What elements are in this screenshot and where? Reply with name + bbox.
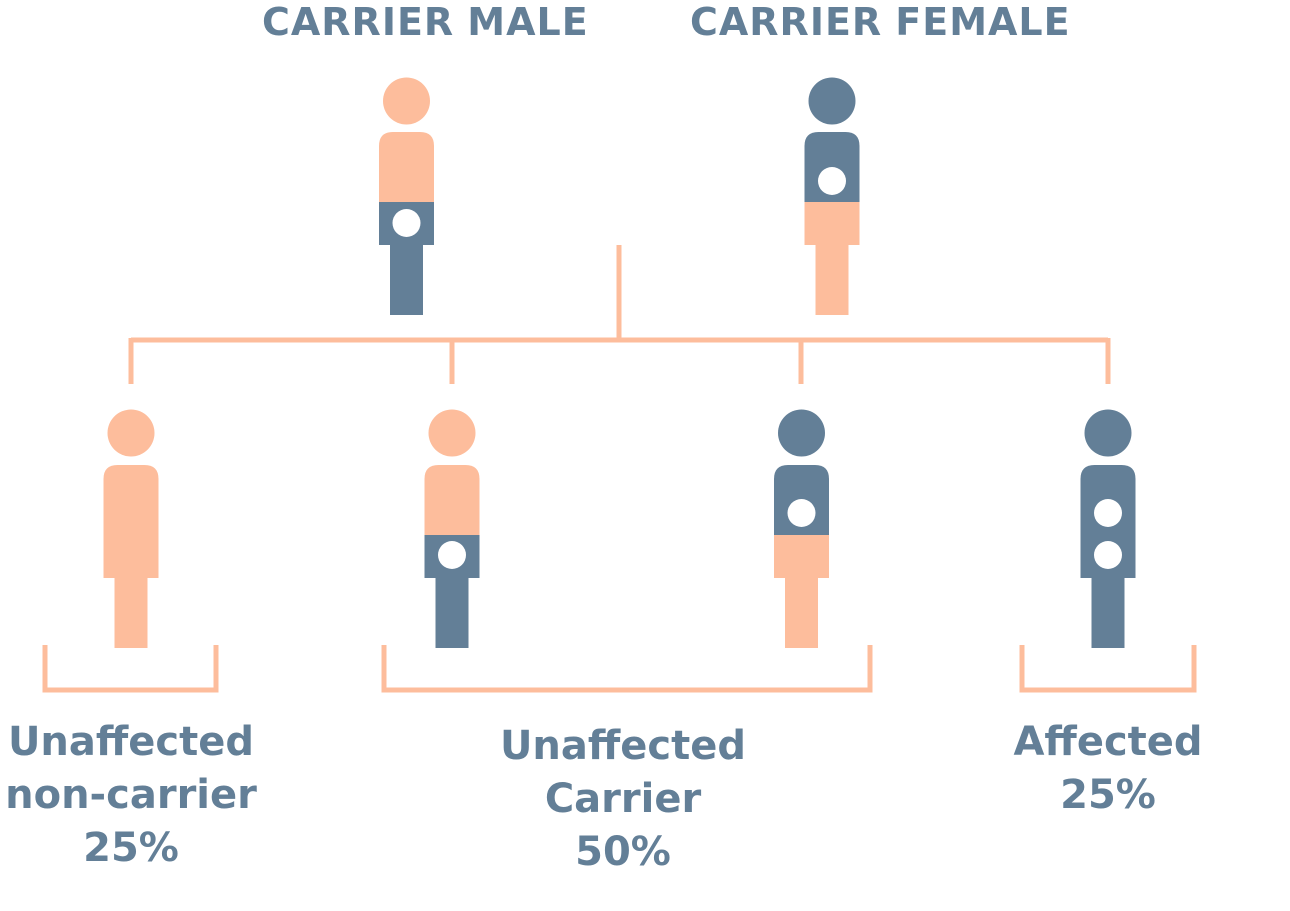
figure-lower-body <box>774 535 829 578</box>
figure-legs <box>114 578 148 648</box>
figure-head <box>778 409 825 457</box>
group-brackets <box>42 645 1197 693</box>
outcome-line1: Affected <box>1013 719 1203 765</box>
figure-legs <box>435 578 469 648</box>
recessive-gene-marker <box>818 167 846 195</box>
carrier-female-title-heavy: FEMALE <box>895 0 1071 44</box>
figure-lower-body <box>804 202 860 245</box>
outcome-line2: Carrier <box>544 776 702 822</box>
figure-legs <box>390 245 423 315</box>
outcome-percent: 25% <box>83 825 179 871</box>
child-non-carrier-figure <box>103 409 159 648</box>
child-carrier-figure-2 <box>774 409 829 648</box>
figure-legs <box>785 578 818 648</box>
figure-legs <box>815 245 849 315</box>
recessive-gene-marker <box>787 499 816 527</box>
figure-upper-body <box>103 465 159 535</box>
recessive-gene-marker <box>1094 499 1122 527</box>
bracket-non-carrier <box>42 645 219 693</box>
recessive-gene-marker <box>392 209 421 237</box>
recessive-gene-marker <box>1094 541 1122 569</box>
figure-legs <box>1091 578 1125 648</box>
carrier-female-title-light: CARRIER <box>690 0 883 44</box>
outcome-percent: 25% <box>1060 772 1156 818</box>
carrier-female-figure <box>804 77 860 315</box>
carrier-male-title-heavy: MALE <box>467 0 589 44</box>
child-affected-figure <box>1080 409 1136 648</box>
bracket-affected <box>1019 645 1197 693</box>
carrier-male-figure <box>379 77 434 315</box>
outcome-percent: 50% <box>575 829 671 875</box>
bracket-carrier <box>381 645 873 693</box>
outcome-label-non-carrier: Unaffected non-carrier 25% <box>0 716 262 875</box>
recessive-gene-marker <box>438 541 466 569</box>
outcome-line2: non-carrier <box>5 772 257 818</box>
outcome-label-carrier: Unaffected Carrier 50% <box>492 720 754 879</box>
outcome-line1: Unaffected <box>7 719 255 765</box>
carrier-male-title: CARRIER MALE <box>262 0 588 44</box>
outcome-label-affected: Affected 25% <box>1002 716 1214 822</box>
figure-head <box>107 409 155 457</box>
figure-upper-body <box>379 132 434 202</box>
figure-upper-body <box>424 465 480 535</box>
connector-lines <box>128 245 1111 384</box>
figure-head <box>428 409 476 457</box>
outcome-line1: Unaffected <box>499 723 747 769</box>
figure-head <box>383 77 430 125</box>
figure-lower-body <box>103 535 159 578</box>
figure-head <box>1084 409 1132 457</box>
carrier-female-title: CARRIER FEMALE <box>690 0 1070 44</box>
figure-head <box>808 77 856 125</box>
child-carrier-figure-1 <box>424 409 480 648</box>
carrier-male-title-light: CARRIER <box>262 0 455 44</box>
